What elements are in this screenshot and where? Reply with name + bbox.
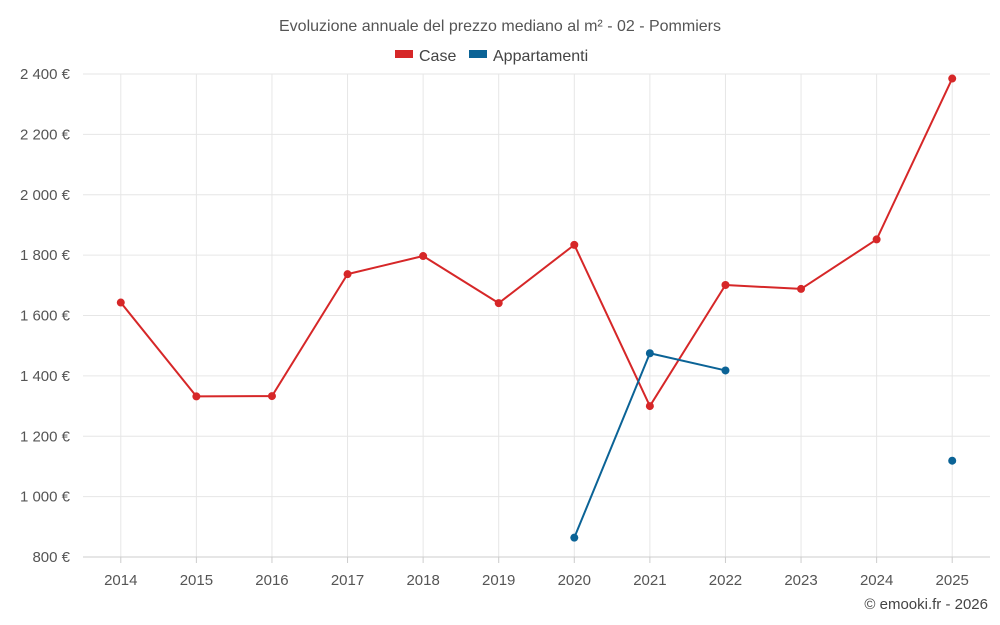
x-tick-label: 2025 <box>936 572 969 589</box>
series-layer <box>116 74 957 542</box>
data-point-case-2018[interactable] <box>419 252 428 261</box>
x-tick-label: 2024 <box>860 572 893 589</box>
data-point-case-2024[interactable] <box>872 235 881 244</box>
legend-item-case[interactable]: Case <box>395 48 456 65</box>
x-axis-ticks: 2014 2015 2016 2017 2018 2019 2020 2021 2022 2023… <box>104 557 969 589</box>
data-point-case-2016[interactable] <box>267 392 276 401</box>
x-gridlines <box>120 74 953 557</box>
data-point-appartamenti-2021[interactable] <box>645 349 654 358</box>
y-tick-label: 800 € <box>32 549 70 566</box>
data-point-case-2023[interactable] <box>797 284 806 293</box>
legend-swatch-appartamenti <box>469 50 487 58</box>
chart-title: Evoluzione annuale del prezzo mediano al… <box>279 18 721 35</box>
legend-label-case: Case <box>419 48 456 65</box>
legend: Case Appartamenti <box>395 48 588 65</box>
y-tick-label: 1 400 € <box>20 368 71 385</box>
x-tick-label: 2020 <box>558 572 591 589</box>
data-point-case-2020[interactable] <box>570 240 579 249</box>
legend-item-appartamenti[interactable]: Appartamenti <box>469 48 588 65</box>
data-point-case-2017[interactable] <box>343 270 352 279</box>
x-tick-label: 2015 <box>180 572 213 589</box>
x-tick-label: 2016 <box>255 572 288 589</box>
x-tick-label: 2022 <box>709 572 742 589</box>
series-appartamenti <box>570 349 957 542</box>
y-tick-label: 1 200 € <box>20 428 71 445</box>
x-tick-label: 2019 <box>482 572 515 589</box>
data-point-case-2019[interactable] <box>494 299 503 308</box>
data-point-appartamenti-2025[interactable] <box>948 456 957 465</box>
data-point-appartamenti-2022[interactable] <box>721 366 730 375</box>
x-tick-label: 2017 <box>331 572 364 589</box>
y-tick-label: 2 400 € <box>20 66 71 83</box>
credit-text: © emooki.fr - 2026 <box>864 596 988 613</box>
data-point-case-2021[interactable] <box>645 402 654 411</box>
legend-label-appartamenti: Appartamenti <box>493 48 588 65</box>
y-tick-label: 1 600 € <box>20 308 71 325</box>
series-line-case <box>120 78 954 408</box>
data-point-case-2022[interactable] <box>721 281 730 290</box>
data-point-case-2014[interactable] <box>116 298 125 307</box>
y-tick-label: 2 200 € <box>20 126 71 143</box>
data-point-appartamenti-2020[interactable] <box>570 533 579 542</box>
x-tick-label: 2023 <box>784 572 817 589</box>
y-tick-label: 1 000 € <box>20 489 71 506</box>
y-gridlines <box>83 73 990 558</box>
x-tick-label: 2014 <box>104 572 137 589</box>
legend-swatch-case <box>395 50 413 58</box>
y-tick-label: 1 800 € <box>20 247 71 264</box>
y-tick-label: 2 000 € <box>20 187 71 204</box>
series-case <box>116 74 957 411</box>
y-axis-ticks: 800 € 1 000 € 1 200 € 1 400 € 1 600 € 1 800 €… <box>20 66 71 566</box>
data-point-case-2015[interactable] <box>192 392 201 401</box>
data-point-case-2025[interactable] <box>948 74 957 83</box>
x-tick-label: 2018 <box>406 572 439 589</box>
x-tick-label: 2021 <box>633 572 666 589</box>
